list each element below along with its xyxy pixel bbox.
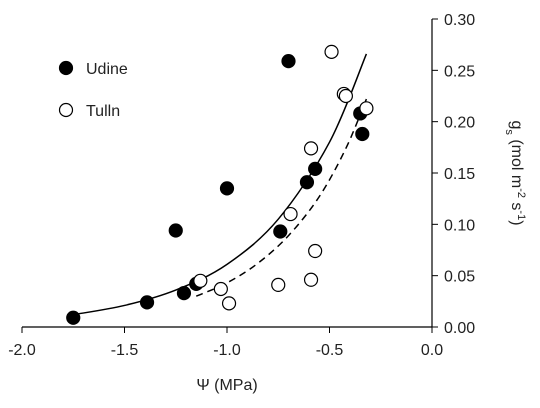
y-label-part: g <box>508 120 525 129</box>
point <box>273 224 288 239</box>
x-tick-label: -1.0 <box>213 342 241 359</box>
y-axis-label: gs (mol m-2 s-1) <box>503 120 527 225</box>
y-tick-label: 0.30 <box>444 12 475 29</box>
point <box>324 44 339 59</box>
y-label-part: s <box>508 198 525 210</box>
legend-label: Udine <box>86 61 128 78</box>
point <box>213 281 228 297</box>
fit-curve <box>73 53 368 316</box>
y-tick-label: 0.25 <box>444 63 475 80</box>
x-tick-label: -2.0 <box>8 342 36 359</box>
y-tick-label: 0.00 <box>444 320 475 337</box>
point <box>283 206 298 222</box>
y-label-part: s <box>503 129 515 135</box>
legend-marker <box>58 102 74 118</box>
point <box>139 295 155 310</box>
x-tick-label: -1.5 <box>111 342 139 359</box>
point <box>281 53 296 69</box>
y-tick-label: 0.15 <box>444 166 475 183</box>
point <box>271 277 286 293</box>
point <box>303 272 319 287</box>
y-label-part: (mol m <box>508 135 525 188</box>
y-tick-label: 0.20 <box>444 115 475 132</box>
point <box>299 175 315 190</box>
y-label-part: -2 <box>515 188 527 198</box>
y-label-part: ) <box>508 220 525 225</box>
point <box>308 243 323 259</box>
point <box>221 296 237 311</box>
x-axis-label: Ψ (MPa) <box>196 377 257 394</box>
legend-label: Tulln <box>86 103 120 120</box>
point <box>355 126 370 142</box>
fit-curve <box>195 98 368 297</box>
point <box>308 161 323 176</box>
point <box>338 88 353 104</box>
point <box>176 286 192 301</box>
point <box>66 310 81 325</box>
point <box>168 223 183 238</box>
y-tick-label: 0.10 <box>444 217 475 234</box>
point <box>193 273 208 288</box>
point <box>219 181 235 196</box>
x-tick-label: -0.5 <box>316 342 344 359</box>
legend-marker <box>58 60 74 76</box>
point <box>303 141 319 156</box>
point <box>359 101 374 116</box>
y-tick-label: 0.05 <box>444 269 475 286</box>
x-tick-label: 0.0 <box>421 342 443 359</box>
y-label-part: -1 <box>515 210 527 220</box>
